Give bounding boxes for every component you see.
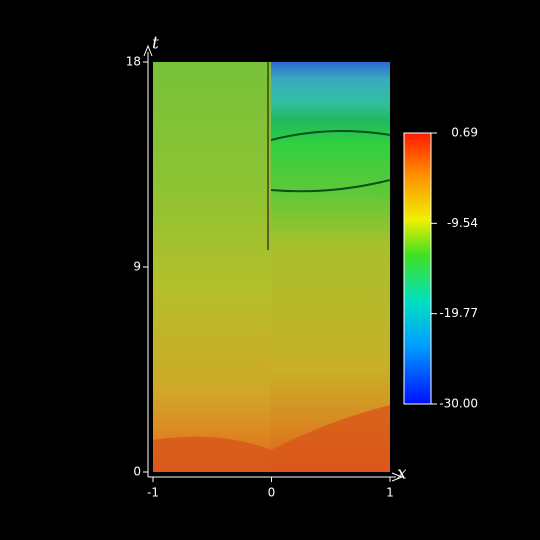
y-arrow [143, 44, 153, 57]
y-tick-label: 0 [133, 465, 141, 479]
x-tick-label: 1 [386, 486, 394, 500]
y-tick-label: 18 [126, 55, 141, 69]
x-arrow [391, 472, 404, 482]
colorbar-tick-label: 0.69 [451, 126, 478, 140]
colorbar-tick-label: -19.77 [439, 306, 478, 320]
x-label: x [397, 464, 407, 484]
colorbar [403, 132, 432, 405]
heatmap-field [153, 62, 391, 472]
colorbar-tick-label: -30.00 [439, 397, 478, 411]
y-label: t [152, 34, 159, 54]
colorbar-tick-label: -9.54 [447, 216, 478, 230]
x-tick-label: 0 [268, 486, 276, 500]
y-tick-label: 9 [133, 260, 141, 274]
x-tick-label: -1 [147, 486, 159, 500]
